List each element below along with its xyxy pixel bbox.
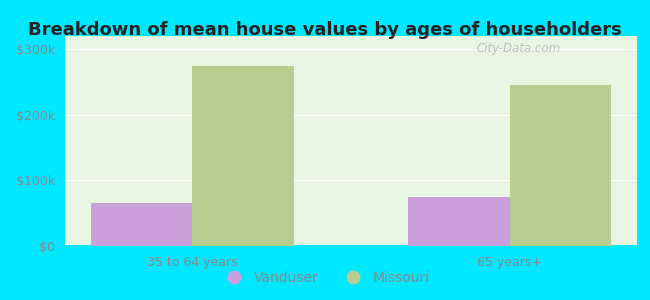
Bar (510, 85, 611, 246)
Text: City-Data.com: City-Data.com (477, 42, 561, 55)
Text: Breakdown of mean house values by ages of householders: Breakdown of mean house values by ages o… (28, 21, 622, 39)
Bar (192, 65, 294, 246)
Legend: Vanduser, Missouri: Vanduser, Missouri (214, 265, 436, 290)
Bar (91, 203, 192, 246)
Bar (408, 197, 510, 246)
